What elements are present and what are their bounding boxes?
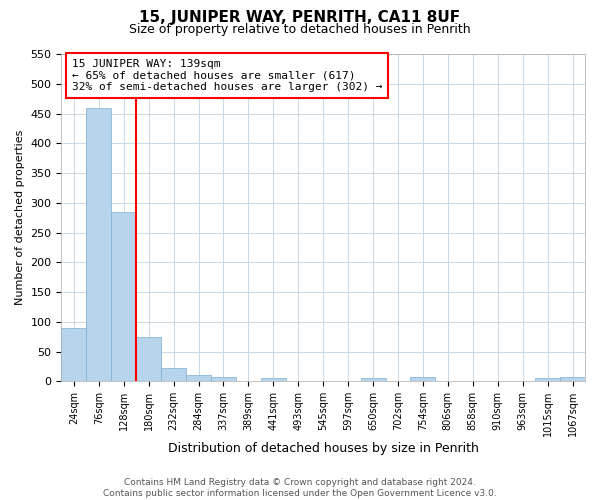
- Text: 15 JUNIPER WAY: 139sqm
← 65% of detached houses are smaller (617)
32% of semi-de: 15 JUNIPER WAY: 139sqm ← 65% of detached…: [72, 59, 382, 92]
- Bar: [261, 378, 286, 382]
- Text: Size of property relative to detached houses in Penrith: Size of property relative to detached ho…: [129, 22, 471, 36]
- Bar: [361, 378, 386, 382]
- X-axis label: Distribution of detached houses by size in Penrith: Distribution of detached houses by size …: [168, 442, 479, 455]
- Bar: [410, 377, 436, 382]
- Bar: [560, 377, 585, 382]
- Text: 15, JUNIPER WAY, PENRITH, CA11 8UF: 15, JUNIPER WAY, PENRITH, CA11 8UF: [139, 10, 461, 25]
- Bar: [136, 336, 161, 382]
- Bar: [535, 378, 560, 382]
- Bar: [111, 212, 136, 382]
- Bar: [211, 377, 236, 382]
- Bar: [186, 376, 211, 382]
- Text: Contains HM Land Registry data © Crown copyright and database right 2024.
Contai: Contains HM Land Registry data © Crown c…: [103, 478, 497, 498]
- Bar: [161, 368, 186, 382]
- Bar: [86, 108, 111, 382]
- Bar: [61, 328, 86, 382]
- Y-axis label: Number of detached properties: Number of detached properties: [15, 130, 25, 306]
